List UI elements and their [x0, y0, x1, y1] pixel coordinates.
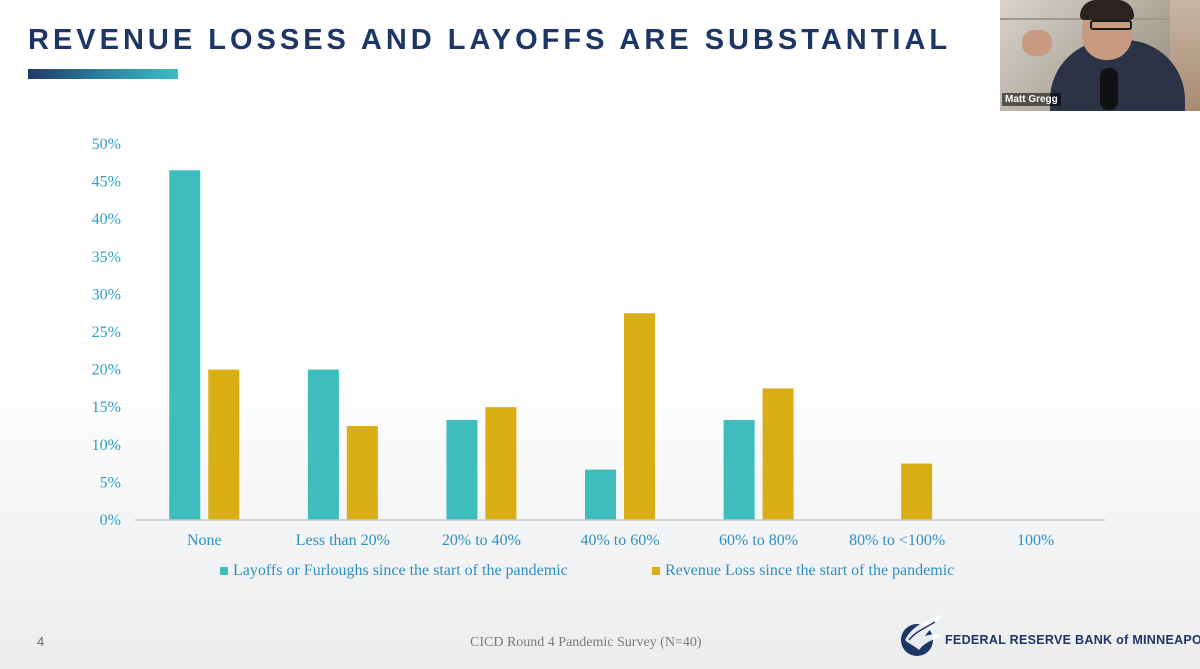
- slide-title: REVENUE LOSSES AND LAYOFFS ARE SUBSTANTI…: [28, 24, 952, 56]
- participant-name-label: Matt Gregg: [1002, 93, 1061, 106]
- participant-hair: [1080, 0, 1134, 20]
- legend-label-layoffs: Layoffs or Furloughs since the start of …: [233, 562, 568, 579]
- legend-item-layoffs: Layoffs or Furloughs since the start of …: [220, 562, 568, 580]
- bar-layoffs: [723, 419, 755, 520]
- x-tick-label: 60% to 80%: [719, 532, 798, 549]
- bar-revenue: [208, 369, 240, 520]
- y-tick-label: 25%: [92, 324, 121, 341]
- x-tick-label: 100%: [1017, 532, 1054, 549]
- bar-layoffs: [307, 369, 339, 520]
- bar-layoffs: [446, 419, 478, 520]
- legend-item-revenue: Revenue Loss since the start of the pand…: [652, 562, 954, 580]
- bar-revenue: [624, 313, 655, 520]
- y-tick-label: 20%: [92, 362, 121, 379]
- participant-hand: [1022, 30, 1052, 56]
- bars: [169, 170, 933, 520]
- bar-revenue: [485, 407, 517, 520]
- x-tick-label: 20% to 40%: [442, 532, 521, 549]
- x-tick-label: Less than 20%: [296, 532, 390, 549]
- y-tick-label: 50%: [92, 136, 121, 153]
- y-tick-label: 30%: [92, 286, 121, 303]
- glasses-icon: [1090, 20, 1132, 30]
- y-tick-label: 45%: [92, 174, 121, 191]
- page-number: 4: [37, 634, 45, 649]
- microphone-icon: [1100, 68, 1118, 110]
- y-axis-ticks: 0% 5% 10% 15% 20% 25% 30% 35% 40% 45% 50%: [92, 136, 121, 529]
- y-tick-label: 5%: [100, 474, 121, 491]
- eagle-logo-icon: [901, 614, 943, 656]
- chart-legend: Layoffs or Furloughs since the start of …: [220, 562, 1020, 584]
- y-tick-label: 40%: [92, 211, 121, 228]
- participant-video-tile[interactable]: Matt Gregg: [1000, 0, 1200, 111]
- title-accent-bar: [28, 69, 178, 79]
- legend-swatch-revenue: [652, 567, 660, 575]
- y-tick-label: 10%: [92, 437, 121, 454]
- bar-revenue: [346, 426, 378, 520]
- y-tick-label: 15%: [92, 399, 121, 416]
- x-axis-ticks: None Less than 20% 20% to 40% 40% to 60% 60%…: [187, 532, 1054, 549]
- x-tick-label: 80% to <100%: [849, 532, 945, 549]
- y-tick-label: 0%: [100, 512, 121, 529]
- footer-source-note: CICD Round 4 Pandemic Survey (N=40): [470, 635, 702, 650]
- org-name: FEDERAL RESERVE BANK of MINNEAPOLIS: [945, 633, 1200, 647]
- bar-revenue: [762, 388, 794, 520]
- legend-label-revenue: Revenue Loss since the start of the pand…: [665, 562, 955, 579]
- x-tick-label: None: [187, 532, 222, 549]
- bar-layoffs: [585, 469, 616, 520]
- y-tick-label: 35%: [92, 249, 121, 266]
- legend-swatch-layoffs: [220, 567, 228, 575]
- bar-layoffs: [169, 170, 201, 520]
- x-tick-label: 40% to 60%: [580, 532, 659, 549]
- bar-revenue: [901, 463, 933, 520]
